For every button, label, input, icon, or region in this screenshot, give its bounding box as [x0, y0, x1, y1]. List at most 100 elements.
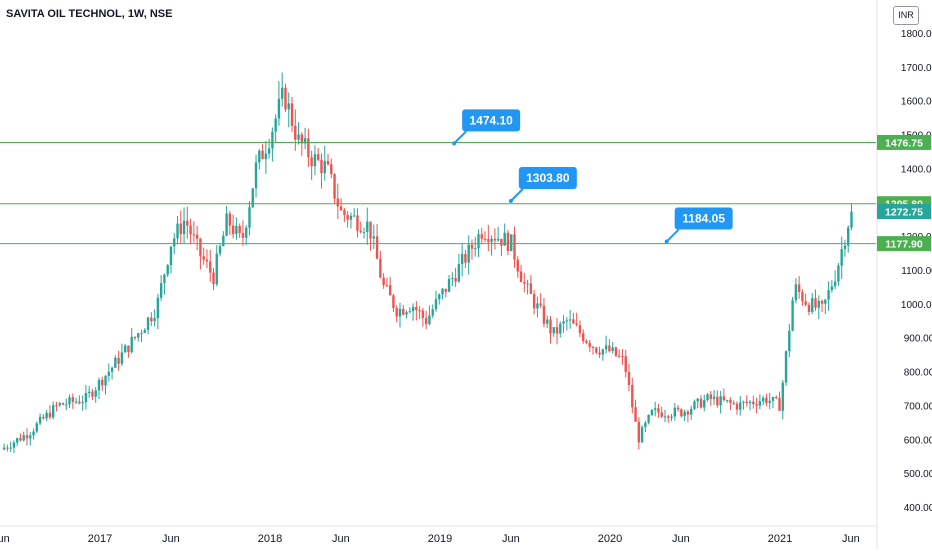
- candle: [402, 304, 405, 316]
- candle: [840, 236, 843, 279]
- candle: [742, 400, 745, 410]
- candle: [176, 215, 179, 245]
- candle: [523, 273, 526, 293]
- candle: [510, 234, 513, 252]
- candle: [74, 397, 78, 405]
- candle: [794, 278, 798, 304]
- candle: [595, 346, 598, 355]
- candle: [133, 336, 137, 341]
- candle: [225, 205, 228, 237]
- candle: [693, 399, 696, 411]
- callout-label: 1474.10: [469, 113, 513, 127]
- candle: [519, 265, 523, 283]
- candle: [137, 332, 140, 342]
- candle: [634, 399, 637, 422]
- candle: [546, 315, 549, 329]
- candle: [87, 386, 91, 398]
- candle: [575, 312, 578, 327]
- candle: [722, 388, 726, 402]
- price-callout[interactable]: 1474.10: [452, 109, 521, 146]
- candle: [349, 212, 353, 229]
- candle: [788, 323, 791, 358]
- price-axis[interactable]: 400.00 500.00 600.00 700.00 800.00 900.00 1000…: [876, 0, 932, 550]
- candle: [362, 227, 366, 239]
- candle: [379, 250, 382, 279]
- candle: [735, 401, 739, 415]
- symbol-title[interactable]: SAVITA OIL TECHNOL, 1W, NSE: [6, 8, 173, 20]
- candle: [287, 92, 290, 128]
- candle: [653, 401, 657, 417]
- candle: [480, 227, 483, 245]
- candle: [81, 395, 84, 411]
- candle: [97, 377, 101, 400]
- candle: [418, 305, 421, 320]
- candle: [542, 297, 546, 328]
- x-tick-label: 2021: [768, 533, 792, 545]
- candle: [441, 287, 444, 300]
- time-axis[interactable]: Jun 2017 Jun 2018 Jun 2019 Jun 2020 Jun 2021 Jun: [0, 525, 877, 545]
- candle: [352, 208, 356, 218]
- candle: [771, 396, 775, 408]
- candle: [294, 109, 297, 151]
- candle: [58, 401, 61, 408]
- candle: [631, 377, 634, 414]
- candle: [382, 272, 385, 289]
- candle: [267, 138, 271, 159]
- candle: [601, 348, 605, 361]
- y-tick-label: 900.00: [904, 334, 932, 345]
- candle: [320, 153, 323, 189]
- price-tag-label: 1476.75: [885, 137, 923, 149]
- candle: [637, 417, 641, 450]
- candle: [91, 388, 94, 400]
- candle: [248, 200, 251, 236]
- candle: [640, 425, 644, 443]
- candle: [169, 246, 173, 274]
- currency-button[interactable]: INR: [893, 6, 919, 25]
- candle: [156, 293, 160, 330]
- candle: [117, 350, 120, 371]
- candle: [22, 431, 25, 442]
- candle: [303, 127, 307, 150]
- candle: [513, 226, 516, 268]
- level-lines-layer: [0, 141, 876, 245]
- y-tick-label: 1800.00: [901, 29, 932, 40]
- y-tick-label: 1400.00: [901, 164, 932, 175]
- candle: [781, 379, 784, 420]
- price-callout[interactable]: 1184.05: [664, 207, 733, 244]
- candle: [94, 386, 97, 403]
- y-tick-label: 1700.00: [901, 63, 932, 74]
- candle: [784, 350, 788, 386]
- candle: [192, 221, 196, 243]
- y-tick-label: 500.00: [904, 469, 932, 480]
- candle: [392, 293, 395, 312]
- candle: [84, 385, 88, 410]
- candle: [621, 348, 624, 365]
- candle: [61, 402, 65, 406]
- candle: [778, 391, 781, 412]
- candle: [209, 250, 212, 282]
- candle: [526, 279, 529, 295]
- x-tick-label: Jun: [842, 533, 860, 545]
- candle: [261, 143, 264, 160]
- candle: [372, 224, 376, 250]
- candle: [676, 404, 680, 412]
- candle: [797, 276, 801, 299]
- candle: [719, 390, 722, 414]
- candle: [202, 247, 205, 265]
- candle: [146, 316, 150, 335]
- x-tick-label: 2020: [598, 533, 622, 545]
- candle: [487, 224, 490, 252]
- candle: [716, 390, 719, 408]
- candle: [251, 187, 254, 209]
- candle: [591, 345, 595, 355]
- candle: [166, 264, 169, 278]
- candle: [598, 346, 601, 358]
- candle: [447, 275, 451, 293]
- candle: [824, 298, 827, 315]
- y-tick-label: 800.00: [904, 368, 932, 379]
- candle: [65, 398, 68, 411]
- price-callout[interactable]: 1303.80: [508, 166, 577, 203]
- candle: [51, 401, 55, 420]
